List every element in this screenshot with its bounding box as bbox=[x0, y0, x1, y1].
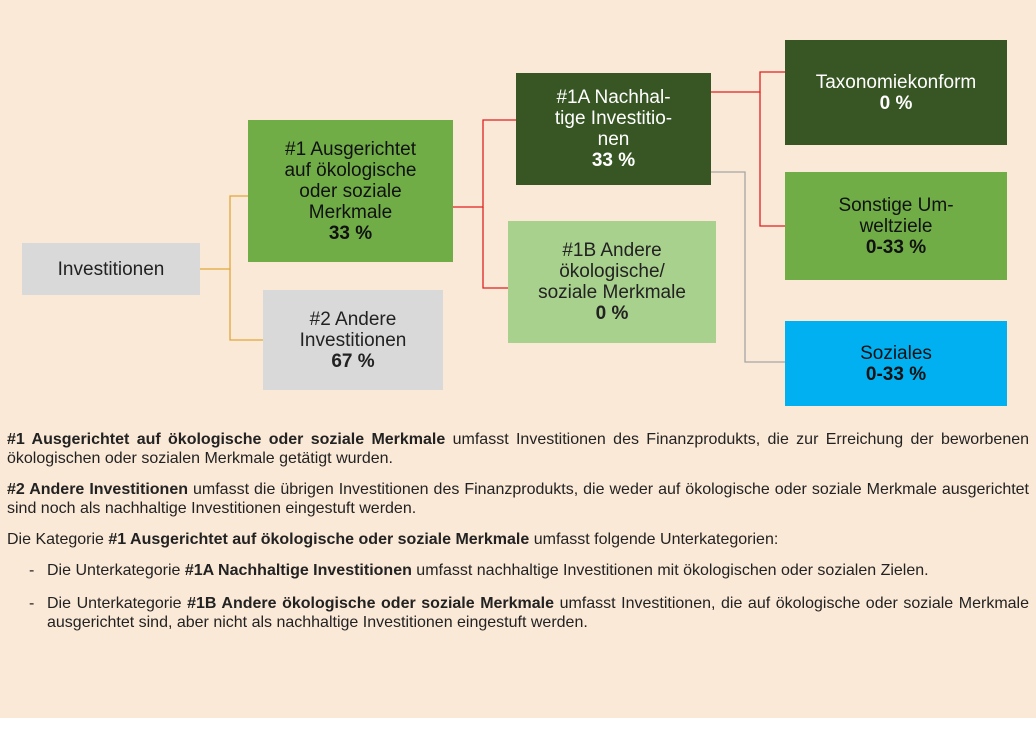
node-value: 67 % bbox=[331, 350, 375, 372]
bold-text: #1B Andere ökologische oder soziale Merk… bbox=[187, 595, 555, 612]
node-label: ökologische/ bbox=[559, 261, 665, 282]
node: Investitionen bbox=[22, 243, 200, 295]
node-label: soziale Merkmale bbox=[538, 282, 686, 303]
node-label: Merkmale bbox=[308, 201, 393, 223]
text: umfasst nachhaltige Investitionen mit ök… bbox=[411, 562, 929, 579]
connector bbox=[229, 269, 263, 341]
node-value: 0 % bbox=[879, 92, 913, 114]
connector bbox=[711, 171, 785, 363]
paragraph: Die Kategorie #1 Ausgerichtet auf ökolog… bbox=[7, 530, 1029, 549]
text: umfasst Investitionen, die auf ökologisc… bbox=[47, 595, 1030, 631]
node-value: 0-33 % bbox=[865, 236, 927, 258]
node: Sonstige Um-weltziele 0-33 % bbox=[785, 172, 1007, 280]
node: #1B Andere ökologische/soziale Merkmale 0 … bbox=[508, 221, 716, 343]
node-label: Soziales bbox=[860, 342, 932, 364]
text: umfasst Investitionen des Finanzprodukts… bbox=[7, 431, 1030, 467]
node-label: Investitionen bbox=[57, 258, 165, 280]
bold-text: #1 Ausgerichtet auf ökologische oder soz… bbox=[7, 431, 446, 448]
node: #1A Nachhal-tige Investitio-nen 33 % bbox=[516, 73, 711, 185]
connector bbox=[711, 71, 785, 93]
node-label: oder soziale bbox=[299, 180, 402, 202]
list-item: Die Unterkategorie #1A Nachhaltige Inves… bbox=[7, 561, 1029, 580]
node-label: nen bbox=[597, 129, 630, 150]
connectors bbox=[200, 71, 785, 363]
node: #2 Andere Investitionen 67 % bbox=[263, 290, 443, 390]
text: Die Unterkategorie bbox=[47, 595, 188, 612]
text: umfasst die übrigen Investitionen des Fi… bbox=[7, 481, 1029, 517]
node-label: #2 Andere bbox=[309, 308, 397, 330]
node-label: Taxonomiekonform bbox=[815, 71, 977, 93]
node-label: auf ökologische bbox=[284, 159, 417, 181]
node-value: 0 % bbox=[595, 303, 629, 324]
node-label: #1B Andere bbox=[562, 240, 662, 261]
node: Soziales 0-33 % bbox=[785, 321, 1007, 406]
connector bbox=[453, 119, 516, 208]
bold-text: #1A Nachhaltige Investitionen bbox=[184, 562, 412, 579]
text: umfasst folgende Unterkategorien: bbox=[529, 531, 779, 548]
connector bbox=[200, 195, 248, 270]
node-label: #1 Ausgerichtet bbox=[285, 138, 416, 160]
text-body: #1 Ausgerichtet auf ökologische oder soz… bbox=[7, 430, 1029, 646]
paragraph: #1 Ausgerichtet auf ökologische oder soz… bbox=[7, 430, 1029, 468]
node-label: Sonstige Um- bbox=[838, 194, 954, 216]
panel: Investitionen #1 Ausgerichtet auf ökologis… bbox=[0, 0, 1036, 718]
node-value: 0-33 % bbox=[865, 363, 927, 385]
list-item: Die Unterkategorie #1B Andere ökologisch… bbox=[7, 594, 1029, 632]
node: Taxonomiekonform 0 % bbox=[785, 40, 1007, 145]
node-label: Investitionen bbox=[299, 329, 407, 351]
bold-text: #1 Ausgerichtet auf ökologische oder soz… bbox=[108, 531, 530, 548]
connector bbox=[759, 92, 785, 227]
bold-text: #2 Andere Investitionen bbox=[7, 481, 188, 498]
node: #1 Ausgerichtet auf ökologische oder sozia… bbox=[248, 120, 453, 262]
text: Die Unterkategorie bbox=[47, 562, 185, 579]
connector bbox=[482, 207, 508, 289]
node-value: 33 % bbox=[591, 150, 636, 171]
text: Die Kategorie bbox=[7, 531, 109, 548]
node-label: weltziele bbox=[859, 215, 933, 237]
node-value: 33 % bbox=[328, 222, 373, 244]
paragraph: #2 Andere Investitionen umfasst die übri… bbox=[7, 480, 1029, 518]
node-label: #1A Nachhal- bbox=[556, 87, 671, 108]
node-label: tige Investitio- bbox=[554, 108, 673, 129]
